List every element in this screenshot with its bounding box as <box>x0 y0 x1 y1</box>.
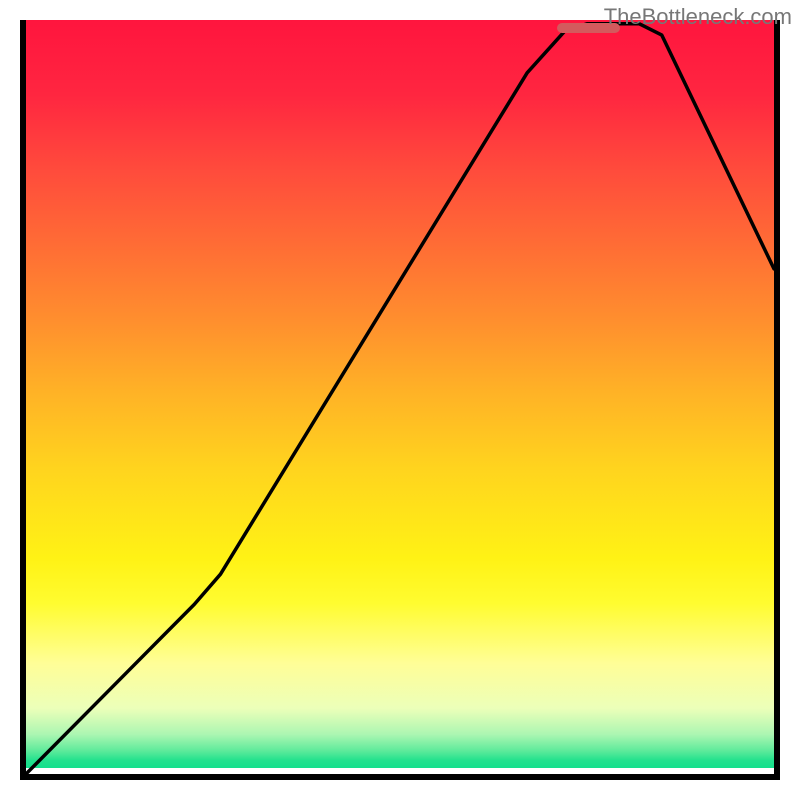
gradient-background <box>26 20 774 768</box>
watermark-text: TheBottleneck.com <box>604 4 792 30</box>
chart-frame <box>20 20 780 780</box>
